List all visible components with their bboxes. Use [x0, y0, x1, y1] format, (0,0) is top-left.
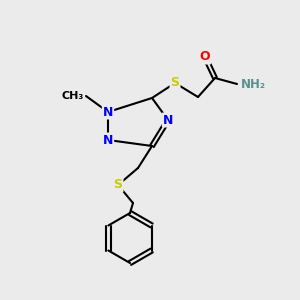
- Text: CH₃: CH₃: [62, 91, 84, 101]
- Text: N: N: [163, 113, 173, 127]
- Text: N: N: [103, 134, 113, 146]
- Text: O: O: [200, 50, 210, 64]
- Text: NH₂: NH₂: [241, 77, 266, 91]
- Text: N: N: [103, 106, 113, 118]
- Text: S: S: [170, 76, 179, 89]
- Text: S: S: [113, 178, 122, 191]
